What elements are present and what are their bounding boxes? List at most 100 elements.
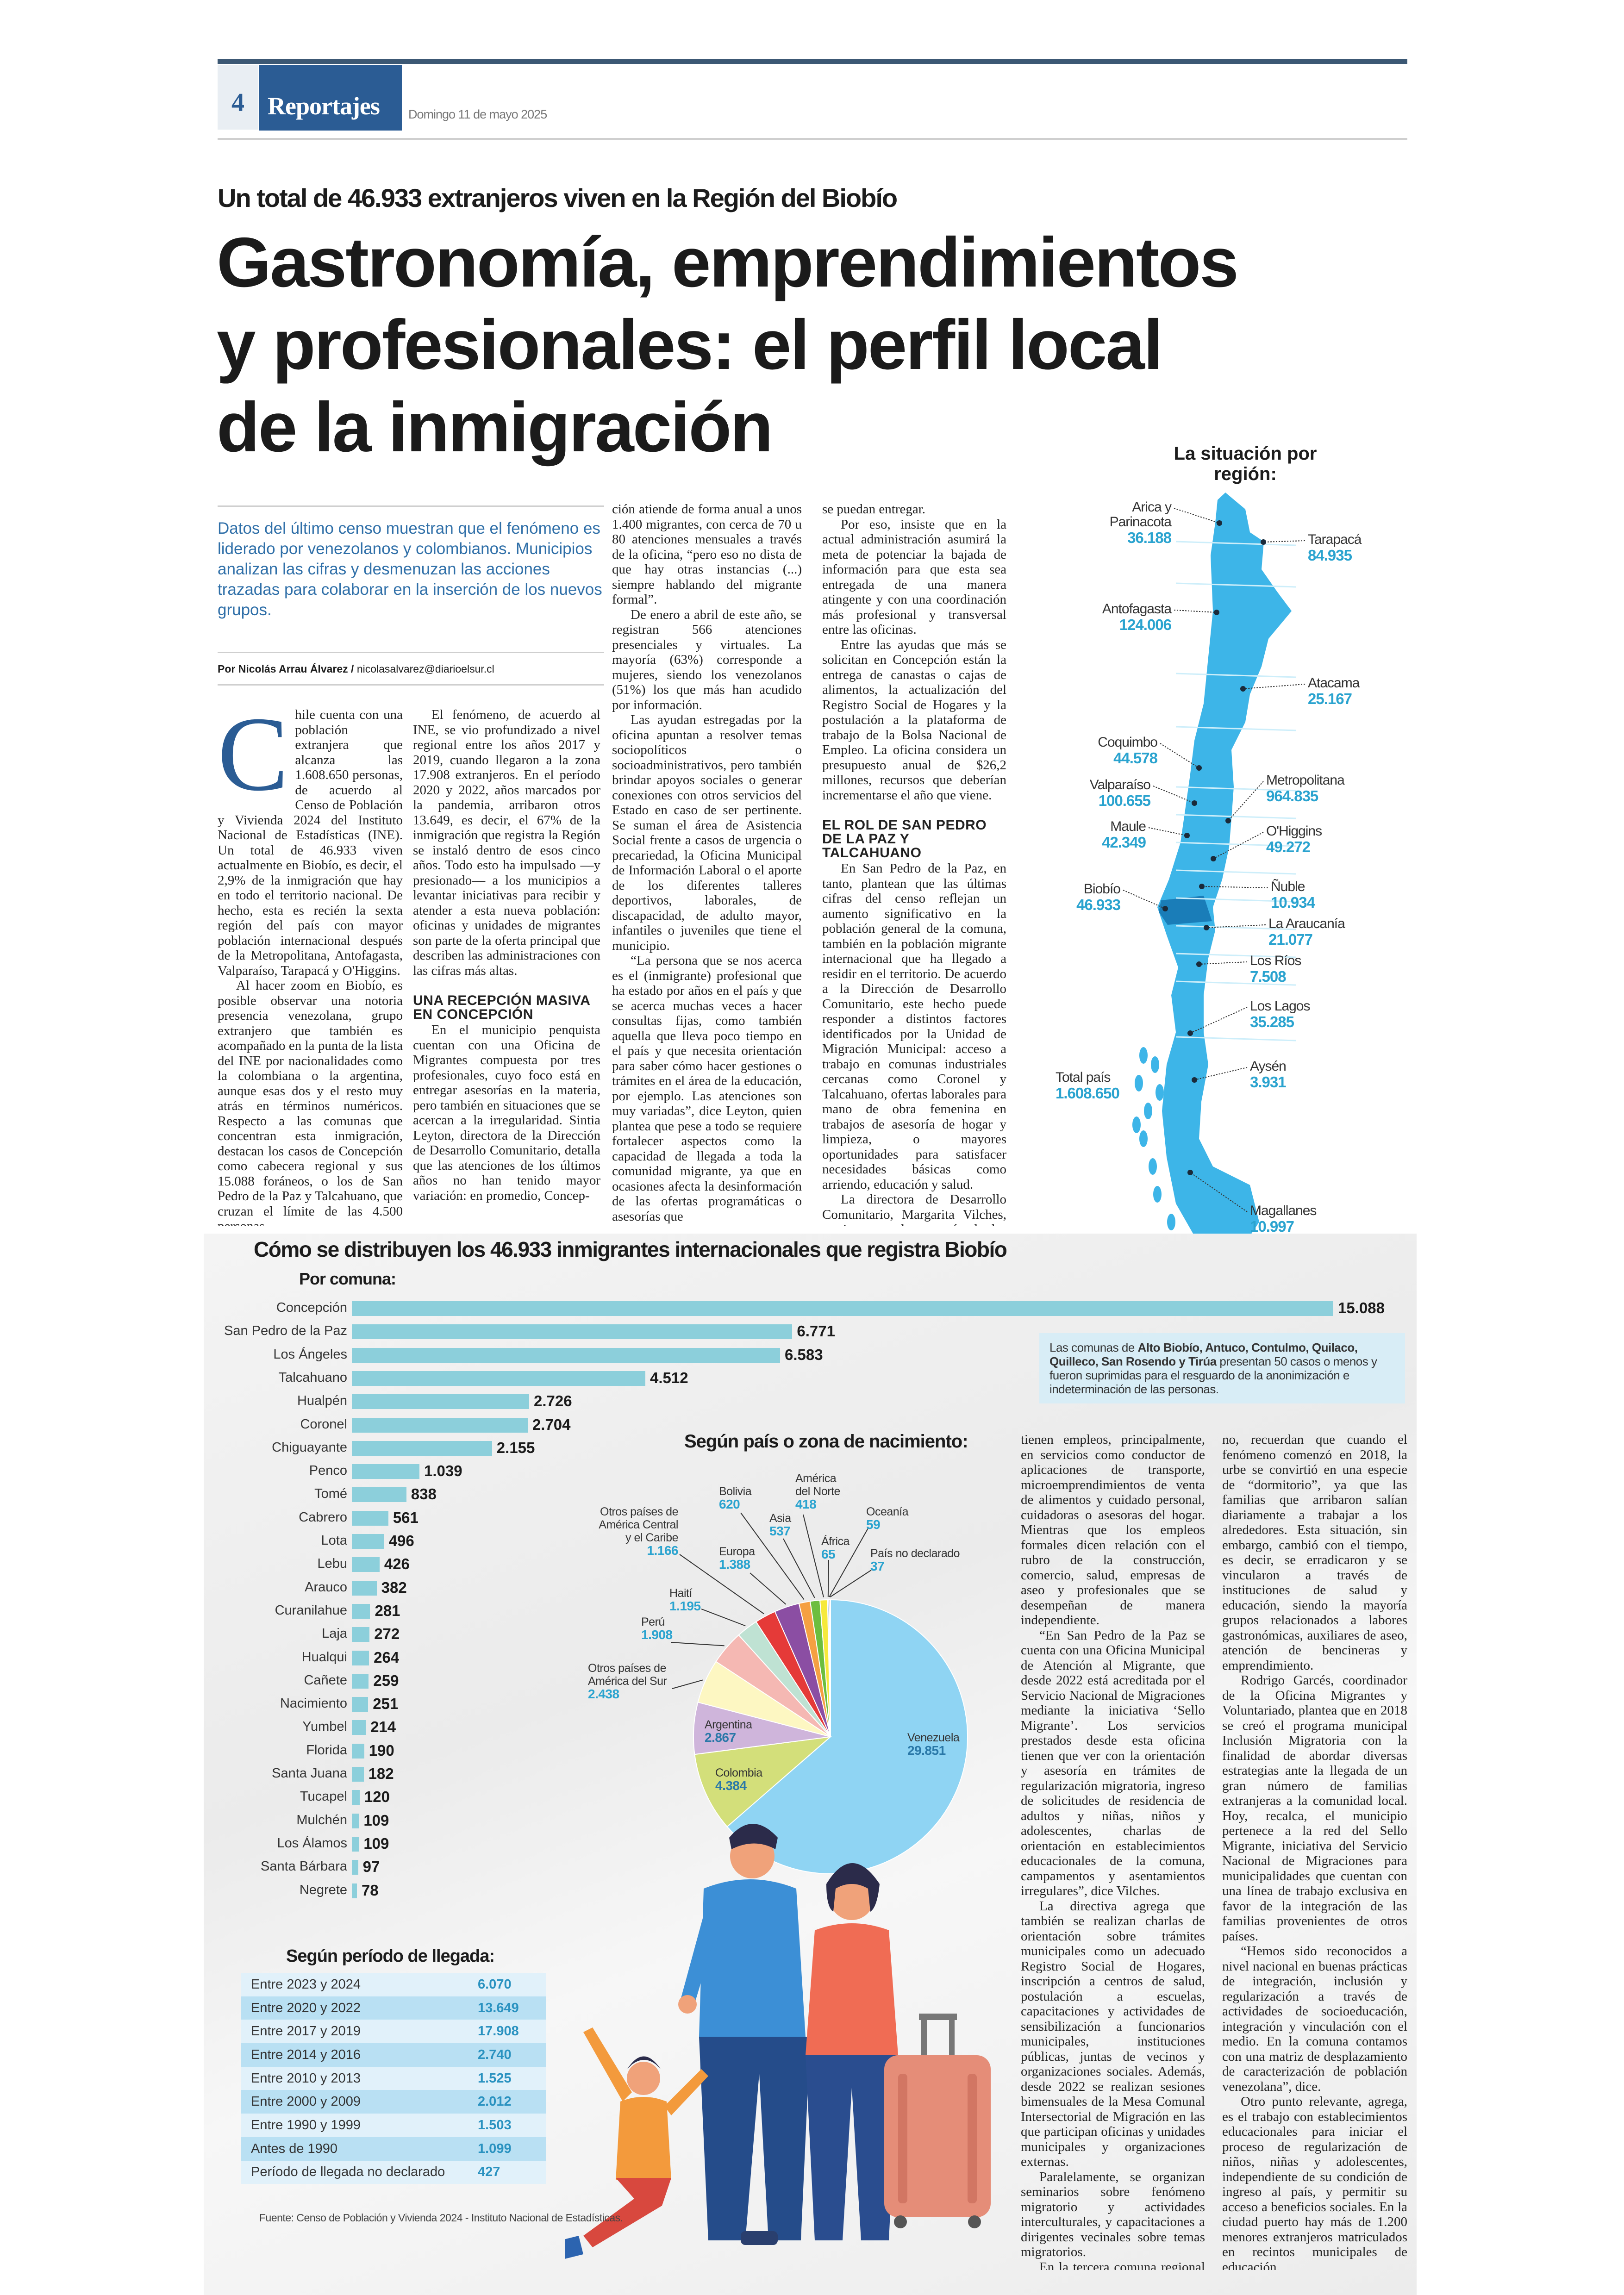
pie-label: Argentina 2.867 xyxy=(705,1718,752,1744)
article-column: se puedan entregar. Por eso, insiste que … xyxy=(822,502,1006,1226)
bar-row: Arauco 382 xyxy=(204,1579,1407,1597)
bar-value: 272 xyxy=(374,1625,400,1643)
region-value: 7.508 xyxy=(1250,968,1287,985)
bar-label: Santa Juana xyxy=(272,1766,347,1781)
bar-row: Negrete 78 xyxy=(204,1882,1407,1900)
bar-value: 426 xyxy=(384,1555,410,1573)
bar xyxy=(352,1790,360,1805)
pie-leader-line xyxy=(740,1512,805,1600)
island xyxy=(1153,1186,1162,1203)
paragraph: Por eso, insiste que en la actual admini… xyxy=(822,517,1006,637)
period-table: Entre 2023 y 2024 6.070 Entre 2020 y 2022 1… xyxy=(241,1973,546,2184)
region-dot xyxy=(1196,961,1202,967)
bar xyxy=(352,1813,359,1828)
bar-value: 109 xyxy=(363,1834,389,1852)
divider xyxy=(218,652,604,653)
pie-label: Otros países de América Central y el Car… xyxy=(597,1505,678,1557)
region-name: La Araucanía xyxy=(1268,916,1345,931)
bar xyxy=(352,1394,530,1409)
author: Por Nicolás Arrau Álvarez / xyxy=(218,663,354,675)
paragraph: Entre las ayudas que más se solicitan en… xyxy=(822,637,1006,803)
region-value: 46.933 xyxy=(1076,896,1121,913)
region-border xyxy=(1175,726,1297,731)
pie-label-name: Asia xyxy=(769,1512,791,1525)
region-name: Ñuble xyxy=(1271,879,1305,894)
suppressed-comunas-note: Las comunas de Alto Biobío, Antuco, Cont… xyxy=(1039,1333,1405,1403)
pie-leader-line xyxy=(783,1538,815,1598)
bar-value: 190 xyxy=(369,1741,394,1759)
region-dot xyxy=(1192,1077,1197,1083)
bar-value: 6.583 xyxy=(784,1346,823,1363)
region-border xyxy=(1175,953,1297,958)
pie-label: Asia 537 xyxy=(769,1512,791,1538)
article-column: ción atiende de forma anual a unos 1.400… xyxy=(612,502,802,1226)
bar-row: Tucapel 120 xyxy=(204,1788,1407,1807)
pie-label: América del Norte 418 xyxy=(795,1472,851,1511)
pie-label-name: Argentina xyxy=(705,1718,752,1731)
pie-label: Otros países de América del Sur 2.438 xyxy=(588,1662,676,1701)
bar-row: Lebu 426 xyxy=(204,1555,1407,1574)
pie-label-value: 59 xyxy=(866,1517,881,1532)
pie-leader-line xyxy=(827,1559,829,1597)
pie-label-name: Perú xyxy=(641,1615,665,1628)
period-row: Entre 2014 y 2016 2.740 xyxy=(241,2043,546,2067)
bar-row: Curanilahue 281 xyxy=(204,1602,1407,1621)
bar-label: Mulchén xyxy=(296,1812,347,1827)
island xyxy=(1139,1130,1148,1147)
region-label: La Araucanía 21.077 xyxy=(1268,917,1345,948)
kicker: Un total de 46.933 extranjeros viven en … xyxy=(218,183,898,212)
region-dot xyxy=(1192,800,1197,806)
island xyxy=(1156,1084,1164,1101)
bar xyxy=(352,1860,358,1875)
bar-row: Lota 496 xyxy=(204,1532,1407,1551)
region-dot xyxy=(1225,818,1231,823)
paragraph: Paralelamente, se organizan seminarios s… xyxy=(1021,2169,1205,2260)
pie-leader-line xyxy=(679,1554,764,1615)
subheading: EL ROL DE SAN PEDRO DE LA PAZ Y TALCAHUA… xyxy=(822,817,987,861)
bar xyxy=(352,1417,528,1433)
paragraph: Rodrigo Garcés, coordinador de la Oficin… xyxy=(1222,1673,1407,1944)
leader-line xyxy=(1190,1007,1248,1034)
bar-row: Los Álamos 109 xyxy=(204,1835,1407,1853)
paragraph: Las ayudan estregadas por la oficina apu… xyxy=(612,712,802,953)
leader-line xyxy=(1213,832,1264,859)
region-label: Magallanes 10.997 xyxy=(1250,1203,1317,1235)
bar-row: Tomé 838 xyxy=(204,1485,1407,1504)
period-value: 17.908 xyxy=(478,2024,519,2039)
bar-row: Cañete 259 xyxy=(204,1672,1407,1690)
region-dot xyxy=(1217,520,1222,526)
author-email[interactable]: nicolasalvarez@diarioelsur.cl xyxy=(356,663,494,675)
region-border xyxy=(1175,814,1297,819)
article-column: tienen empleos, principalmente, en servi… xyxy=(1021,1432,1205,2270)
bar-label: Yumbel xyxy=(302,1719,347,1734)
pie-label-value: 65 xyxy=(821,1547,836,1561)
bar xyxy=(352,1650,369,1665)
region-label: Tarapacá 84.935 xyxy=(1308,532,1362,564)
bar-value: 6.771 xyxy=(797,1322,835,1340)
region-name: Arica y Parinacota xyxy=(1109,499,1172,530)
bar-label: Chiguayante xyxy=(272,1440,347,1455)
top-rule xyxy=(218,59,1407,64)
bar-value: 561 xyxy=(393,1509,418,1526)
bar-value: 4.512 xyxy=(650,1369,688,1386)
pie-slice xyxy=(829,1599,831,1737)
migrant-family-illustration xyxy=(565,1824,991,2259)
period-row: Entre 2000 y 2009 2.012 xyxy=(241,2090,546,2114)
pie-label: País no declarado 37 xyxy=(870,1547,972,1573)
paragraph: En el municipio penquista cuentan con un… xyxy=(413,1023,600,1203)
bar-row: Santa Bárbara 97 xyxy=(204,1858,1407,1877)
bar-row: Coronel 2.704 xyxy=(204,1416,1407,1434)
bar-row: Florida 190 xyxy=(204,1742,1407,1760)
period-value: 1.525 xyxy=(478,2070,512,2086)
island xyxy=(1151,1056,1159,1073)
total-label: Total país xyxy=(1056,1070,1111,1085)
region-dot xyxy=(1184,833,1190,838)
region-name: Magallanes xyxy=(1250,1203,1317,1218)
infographic-title: Cómo se distribuyen los 46.933 inmigrant… xyxy=(254,1237,1007,1261)
region-border xyxy=(1175,1036,1297,1041)
pie-label: Venezuela 29.851 xyxy=(907,1731,960,1757)
bar xyxy=(352,1627,370,1642)
bar-label: San Pedro de la Paz xyxy=(224,1323,347,1339)
region-value: 36.188 xyxy=(1127,529,1172,546)
region-label: Atacama 25.167 xyxy=(1308,676,1360,707)
